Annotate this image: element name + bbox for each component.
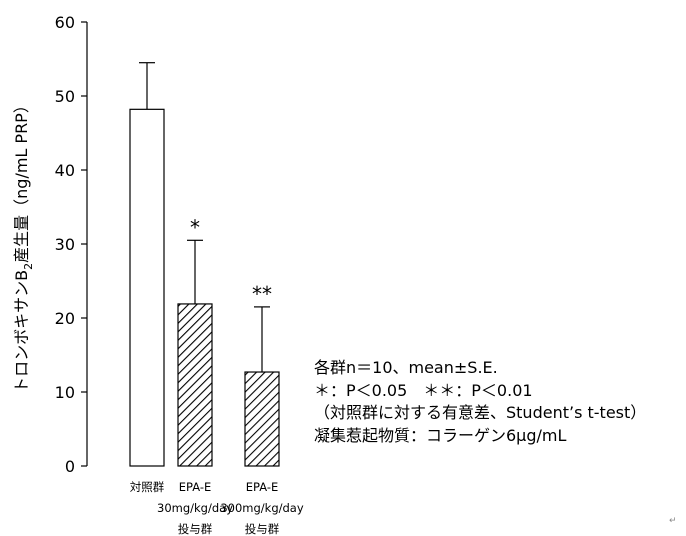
- paragraph-mark: ↵: [669, 516, 677, 526]
- y-axis-label-subscript: 2: [22, 263, 35, 270]
- category-label: EPA-E: [179, 480, 212, 494]
- bar: [177, 303, 213, 467]
- category-label: 300mg/kg/day: [220, 501, 304, 515]
- y-axis-label-main: トロンボキサンB: [12, 270, 31, 393]
- category-label: 30mg/kg/day: [157, 501, 233, 515]
- category-label: 対照群: [130, 480, 165, 494]
- y-tick-label: 0: [65, 457, 75, 476]
- category-labels-group: 対照群 EPA-E 30mg/kg/day 投与群 EPA-E 300mg/kg/day 投…: [130, 480, 304, 536]
- y-tick-label: 10: [55, 383, 75, 402]
- y-axis-label-rest: 産生量（ng/mL PRP）: [12, 97, 31, 263]
- category-label: 投与群: [245, 522, 280, 536]
- bars-group: [129, 108, 280, 467]
- bar: [244, 371, 280, 467]
- y-tick-label: 50: [55, 87, 75, 106]
- error-bars-group: [139, 62, 270, 373]
- y-tick-label: 20: [55, 309, 75, 328]
- note-inducer: 凝集惹起物質：コラーゲン6μg/mL: [314, 425, 567, 445]
- category-label: 投与群: [178, 522, 213, 536]
- y-tick-label: 60: [55, 13, 75, 32]
- significance-mark: **: [252, 282, 272, 306]
- bar: [129, 108, 165, 467]
- note-n-mean: 各群n＝10、mean±S.E.: [314, 358, 498, 377]
- y-tick-label: 40: [55, 161, 75, 180]
- significance-marks-group: ***: [190, 215, 272, 306]
- y-axis: 0 10 20 30 40 50 60: [55, 13, 88, 476]
- y-tick-label: 30: [55, 235, 75, 254]
- note-test: （対照群に対する有意差、Student’s t-test）: [314, 403, 647, 422]
- y-axis-label: トロンボキサンB2産生量（ng/mL PRP）: [12, 97, 35, 393]
- category-label: EPA-E: [246, 480, 279, 494]
- notes-block: 各群n＝10、mean±S.E. ＊：P＜0.05 ＊＊：P＜0.01 （対照群…: [314, 357, 646, 447]
- note-significance: ＊：P＜0.05 ＊＊：P＜0.01: [314, 380, 533, 400]
- significance-mark: *: [190, 215, 200, 239]
